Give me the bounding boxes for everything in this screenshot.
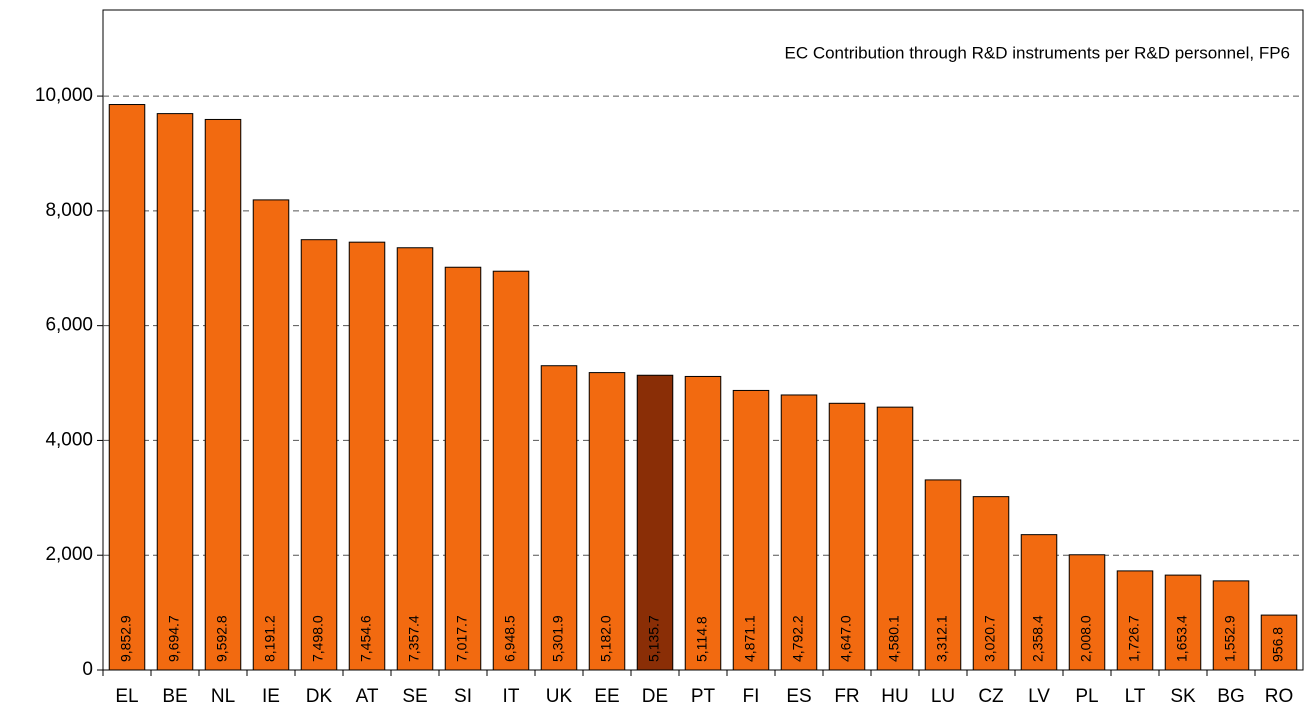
x-tick-label: SI: [454, 686, 472, 707]
x-tick-label: IE: [262, 686, 280, 707]
bar: [1212, 580, 1250, 671]
bar: [300, 239, 338, 671]
value-label: 2,008.0: [1078, 615, 1094, 662]
x-tick-label: UK: [546, 686, 573, 707]
x-tick-label: SE: [402, 686, 427, 707]
x-tick-label: LU: [931, 686, 955, 707]
x-tick-label: PL: [1075, 686, 1098, 707]
bar: [108, 104, 146, 671]
y-tick-label: 10,000: [35, 85, 93, 106]
bar: [252, 199, 290, 671]
y-tick-label: 8,000: [45, 200, 93, 221]
x-tick-label: PT: [691, 686, 716, 707]
value-label: 2,358.4: [1030, 615, 1046, 662]
value-label: 4,580.1: [886, 615, 902, 662]
value-label: 6,948.5: [502, 615, 518, 662]
y-tick-label: 0: [82, 659, 93, 680]
value-label: 9,694.7: [166, 615, 182, 662]
value-label: 9,592.8: [214, 615, 230, 662]
bar: [156, 113, 194, 671]
x-tick-label: RO: [1265, 686, 1294, 707]
value-label: 7,017.7: [454, 615, 470, 662]
x-tick-label: DK: [306, 686, 333, 707]
value-label: 4,871.1: [742, 615, 758, 662]
x-tick-label: LT: [1125, 686, 1146, 707]
value-label: 4,792.2: [790, 615, 806, 662]
x-tick-label: CZ: [978, 686, 1004, 707]
bar: [1116, 570, 1154, 671]
x-tick-label: SK: [1170, 686, 1196, 707]
value-label: 7,357.4: [406, 615, 422, 662]
bar: [1020, 534, 1058, 671]
value-label: 1,726.7: [1126, 615, 1142, 662]
bar: [204, 118, 242, 671]
value-label: 7,498.0: [310, 615, 326, 662]
bar: [1164, 574, 1202, 671]
bar: [732, 389, 770, 671]
x-tick-label: HU: [881, 686, 908, 707]
x-tick-label: NL: [211, 686, 235, 707]
value-label: 956.8: [1270, 627, 1286, 662]
value-label: 1,552.9: [1222, 615, 1238, 662]
x-tick-label: EL: [115, 686, 138, 707]
chart-title: EC Contribution through R&D instruments …: [784, 43, 1290, 62]
x-tick-label: BE: [162, 686, 187, 707]
value-label: 7,454.6: [358, 615, 374, 662]
x-tick-label: DE: [642, 686, 668, 707]
bar: [684, 375, 722, 671]
value-label: 1,653.4: [1174, 615, 1190, 662]
bar: [444, 266, 482, 671]
x-tick-label: EE: [594, 686, 619, 707]
x-tick-label: BG: [1217, 686, 1244, 707]
bar: [828, 402, 866, 671]
value-label: 5,135.7: [646, 615, 662, 662]
value-label: 3,312.1: [934, 615, 950, 662]
y-tick-label: 2,000: [45, 544, 93, 565]
x-tick-label: IT: [503, 686, 520, 707]
bar: [876, 406, 914, 671]
x-tick-label: LV: [1028, 686, 1050, 707]
bar: [636, 374, 674, 671]
bar: [1068, 554, 1106, 671]
value-label: 5,301.9: [550, 615, 566, 662]
value-label: 8,191.2: [262, 615, 278, 662]
bar: [492, 270, 530, 671]
bar: [1260, 614, 1298, 671]
bar: [348, 241, 386, 671]
value-label: 5,114.8: [694, 616, 710, 662]
x-tick-label: ES: [786, 686, 811, 707]
value-label: 3,020.7: [982, 615, 998, 662]
bar: [396, 247, 434, 671]
x-tick-label: AT: [356, 686, 379, 707]
bar: [780, 394, 818, 671]
x-tick-label: FR: [834, 686, 859, 707]
value-label: 5,182.0: [598, 615, 614, 662]
value-label: 4,647.0: [838, 615, 854, 662]
bar: [540, 365, 578, 671]
y-tick-label: 4,000: [45, 429, 93, 450]
y-tick-label: 6,000: [45, 315, 93, 336]
value-label: 9,852.9: [118, 615, 134, 662]
x-tick-label: FI: [743, 686, 760, 707]
